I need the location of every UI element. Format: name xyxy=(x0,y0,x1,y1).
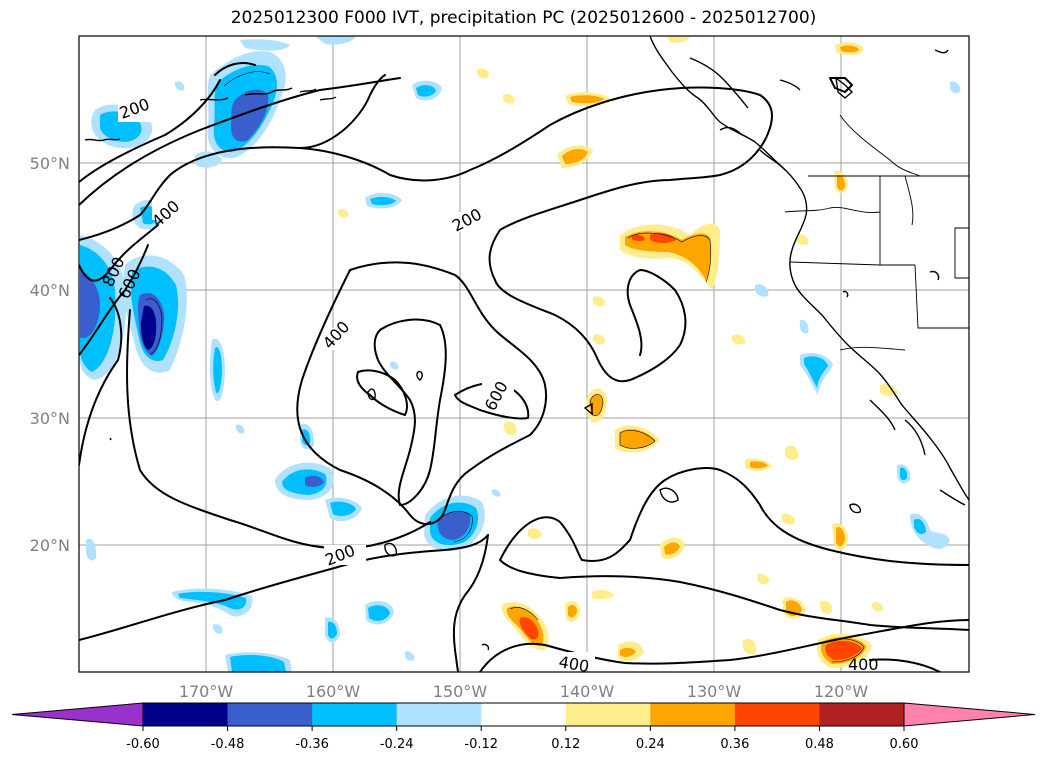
colorbar-extend-low xyxy=(11,702,144,727)
gridlines xyxy=(79,36,969,672)
colorbar-tick-label: -0.48 xyxy=(211,737,245,752)
colorbar-segment xyxy=(143,703,229,726)
lon-label: 150°W xyxy=(433,682,488,701)
colorbar-tick-label: 0.36 xyxy=(720,737,749,752)
ivt-contours xyxy=(79,62,969,672)
lon-label: 130°W xyxy=(687,682,742,701)
lon-label: 140°W xyxy=(560,682,615,701)
state-borders xyxy=(784,114,969,351)
colorbar-segment xyxy=(312,703,398,726)
lat-label: 40°N xyxy=(30,281,70,300)
colorbar-extend-high xyxy=(903,702,1036,727)
colorbar-segment xyxy=(481,703,567,726)
colorbar-tick-label: -0.24 xyxy=(380,737,414,752)
colorbar-segment xyxy=(734,703,820,726)
colorbar-outline xyxy=(142,702,905,727)
colorbar-tick-label: 0.60 xyxy=(890,737,919,752)
colorbar-segment xyxy=(650,703,736,726)
colorbar-segment xyxy=(565,703,651,726)
latitude-axis: 50°N 40°N 30°N 20°N xyxy=(30,154,70,555)
map-title: 2025012300 F000 IVT, precipitation PC (2… xyxy=(230,8,817,28)
lon-label: 170°W xyxy=(179,682,234,701)
lat-label: 30°N xyxy=(30,409,70,428)
colorbar-segment xyxy=(819,703,905,726)
lat-label: 50°N xyxy=(30,154,70,173)
colorbar-tick-label: 0.12 xyxy=(551,737,580,752)
colorbar: -0.60 -0.48 -0.36 -0.24 -0.12 0.12 0.24 0.36 0.4… xyxy=(11,702,1036,752)
lat-label: 20°N xyxy=(30,536,70,555)
ivt-label: 400 xyxy=(848,655,879,674)
colorbar-tick-label: 0.24 xyxy=(636,737,665,752)
colorbar-tick-label: -0.60 xyxy=(126,737,160,752)
lon-label: 120°W xyxy=(814,682,869,701)
colorbar-segment xyxy=(227,703,313,726)
map-frame xyxy=(78,35,970,673)
colorbar-segment xyxy=(396,703,482,726)
colorbar-tick-label: 0.48 xyxy=(805,737,834,752)
colorbar-tick-label: -0.12 xyxy=(464,737,498,752)
longitude-axis: 170°W 160°W 150°W 140°W 130°W 120°W xyxy=(179,682,869,701)
ivt-label: 400 xyxy=(557,652,590,676)
pc-outlines xyxy=(145,71,865,663)
colorbar-tick-label: -0.36 xyxy=(295,737,329,752)
lon-label: 160°W xyxy=(306,682,361,701)
